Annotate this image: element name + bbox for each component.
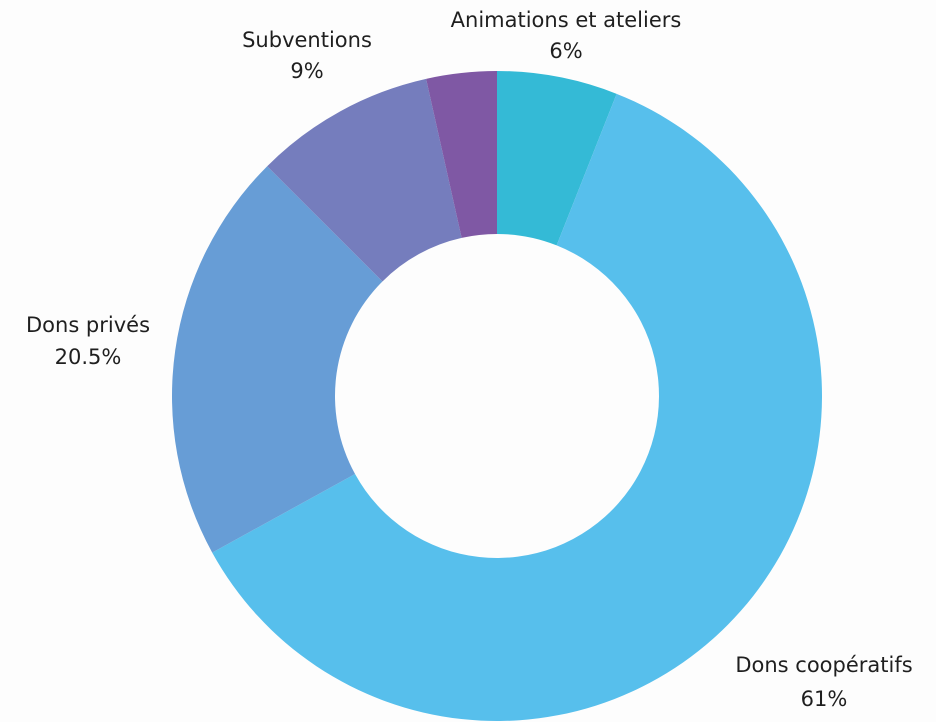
value-subventions: 9% xyxy=(290,59,323,83)
label-subventions: Subventions xyxy=(242,28,372,52)
label-dons-cooperatifs: Dons coopératifs xyxy=(735,653,912,677)
donut-slice-dons-coop-ratifs xyxy=(212,93,823,722)
label-animations-et-ateliers: Animations et ateliers xyxy=(451,8,682,32)
label-dons-prives: Dons privés xyxy=(26,313,150,337)
value-dons-cooperatifs: 61% xyxy=(801,687,848,711)
donut-slice-subventions xyxy=(267,78,462,282)
value-animations-et-ateliers: 6% xyxy=(549,39,582,63)
donut-slices xyxy=(172,71,823,722)
donut-slice-animations-et-ateliers xyxy=(497,71,617,246)
value-dons-prives: 20.5% xyxy=(55,345,122,369)
donut-slice-unlabeled-4 xyxy=(426,71,497,238)
donut-slice-dons-priv-s xyxy=(172,166,383,553)
slice-labels: Animations et ateliers 6% Subventions 9%… xyxy=(26,8,913,711)
